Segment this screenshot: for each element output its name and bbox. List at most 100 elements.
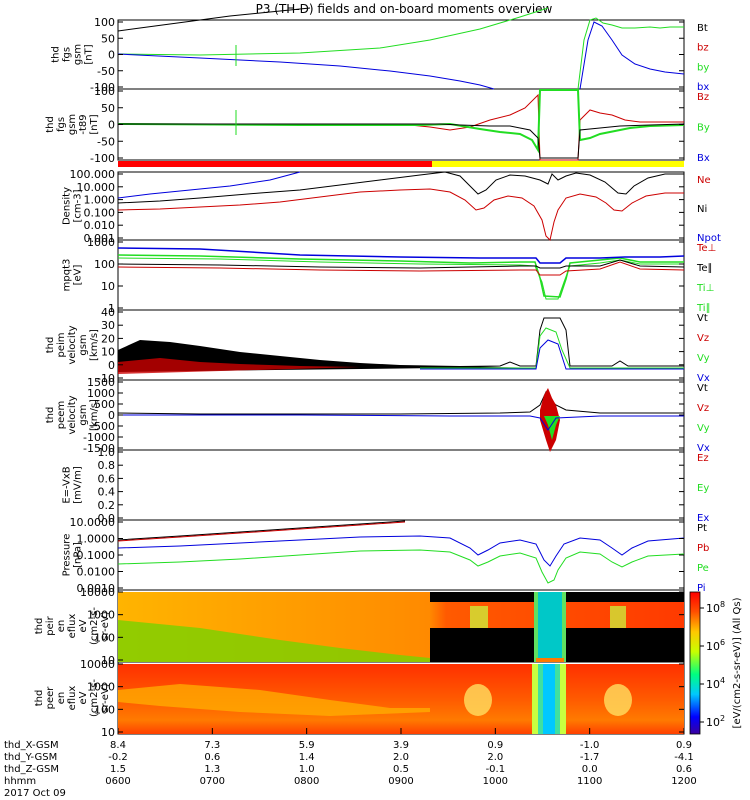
p3-teperp-line [117,261,685,276]
ytick-label: -50 [97,65,115,78]
ylabel-text: fgs [56,117,67,132]
ephemeris-value: 0.6 [204,752,220,763]
ephemeris-value: -1.7 [580,752,600,763]
ylabel-text: eflux [67,686,78,711]
legend-5-0: Vt [697,383,708,394]
ytick-label: 10.000 [77,181,116,194]
xtick-time: 0900 [388,776,413,787]
ylabel-text: thd [45,407,56,424]
ylabel-text: gsm [78,334,89,355]
p2-npot-line [117,171,301,199]
spec1-bright-2 [610,606,626,628]
x-axis: 0600 0700 0800 0900 1000 1100 1200 thd_X-GSM 8.4… [4,728,697,799]
ytick-label: 100.000 [70,168,116,181]
p0-by-after [577,17,684,90]
ytick-label: 10 [101,280,115,293]
legend-7-1: Pb [697,543,709,554]
ephemeris-value: 2.0 [487,752,503,763]
ytick-label: 1000 [87,236,115,249]
ylabel-text: [km/s] [89,329,100,361]
legend-0-2: by [697,62,709,73]
ytick-label: 0.0 [98,512,116,525]
p4-vx-line [420,339,684,370]
legend-4-0: Vt [697,313,708,324]
ylabel-text: E=-VxB [62,466,73,503]
ylabel-text: peim [56,332,67,357]
spec1-black-low [430,628,536,662]
ion-spectrogram [118,592,684,662]
ytick-label: 30 [101,319,115,332]
ylabel-text: thd [34,618,45,635]
ytick-label: 1.0000 [77,533,116,546]
p5-vx-line [118,414,684,431]
legend-1-2: Bx [697,153,710,164]
ytick-label: 50 [101,32,115,45]
ytick-label: 10 [101,726,115,739]
spec1-mode-marker [536,658,564,662]
ytick-label: -500 [90,420,115,433]
ylabel-text: [cm-3] [73,189,84,222]
legend-1-1: By [697,123,710,134]
spec1-gap-green [534,592,538,662]
ytick-label: 10000 [80,658,115,671]
ephemeris-value: 0.9 [676,740,692,751]
spec2-lump-2 [604,684,632,716]
p5-vt-line [117,390,684,415]
legend-7-2: Pe [697,563,709,574]
legend-4-3: Vx [697,373,710,384]
xtick-time: 1100 [577,776,602,787]
p1-by-line [117,89,685,154]
p4-vt-line [419,317,684,368]
legend-4-2: Vy [697,353,710,364]
legend-4-1: Vz [697,333,709,344]
ylabel-text: peer [45,686,56,710]
ytick-label: 1.000 [84,194,116,207]
spec2-lump-1 [464,684,492,716]
ytick-label: 100 [94,631,115,644]
xtick-time: 0700 [200,776,225,787]
ylabel-text: peir [45,615,56,635]
legend-0-3: bx [697,82,709,93]
ytick-label: 1000 [87,609,115,622]
ephemeris-label: hhmm [4,776,36,787]
p0-bx-after [579,21,685,90]
ylabel-text: velocity [67,395,78,434]
ytick-label: 0.6 [98,472,116,485]
ytick-label: -50 [97,135,115,148]
ylabel-text: peem [56,401,67,429]
legend-6-2: Ex [697,513,709,524]
spec1-bright-1 [470,606,488,628]
ytick-label: 0.8 [98,459,116,472]
ytick-label: 1000 [87,387,115,400]
legend-0-1: bz [697,43,709,54]
ylabel-text: en [56,692,67,705]
panel-frame-3 [117,239,685,311]
ytick-label: 100 [94,85,115,98]
colorbar-tick-label: 102 [706,714,725,729]
date-label: 2017 Oct 09 [4,788,66,799]
p7-pb-line [117,521,406,542]
ylabel-text: (cm2-s- [89,679,100,717]
ytick-label: -10 [97,372,115,385]
p0-bt-line [117,7,311,32]
p2-ne-line [117,188,684,241]
colorbar [689,591,701,735]
ephemeris-value: -0.2 [108,752,128,763]
legend-6-1: Ey [697,483,709,494]
p4-vxyz-noise [118,358,360,374]
ephemeris-value: 3.9 [393,740,409,751]
ylabel-text: [km/s] [89,399,100,431]
ytick-label: 0.100 [84,206,116,219]
panel-pressure [117,520,685,584]
ytick-label: 10.0000 [70,516,116,529]
legend-7-0: Pt [697,523,707,534]
ytick-label: -100 [90,152,115,165]
ylabel-text: [eV] [73,265,84,286]
colorbar-ticks: 108 106 104 102 [700,600,725,729]
spec1-black-low2 [566,628,684,662]
ytick-label: 0.0100 [77,566,116,579]
legend-3-0: Te⊥ [696,243,716,254]
colorbar-label: [eV/(cm2-s-sr-eV)] (All Qs) [732,597,743,728]
panel-temperature [117,247,685,300]
